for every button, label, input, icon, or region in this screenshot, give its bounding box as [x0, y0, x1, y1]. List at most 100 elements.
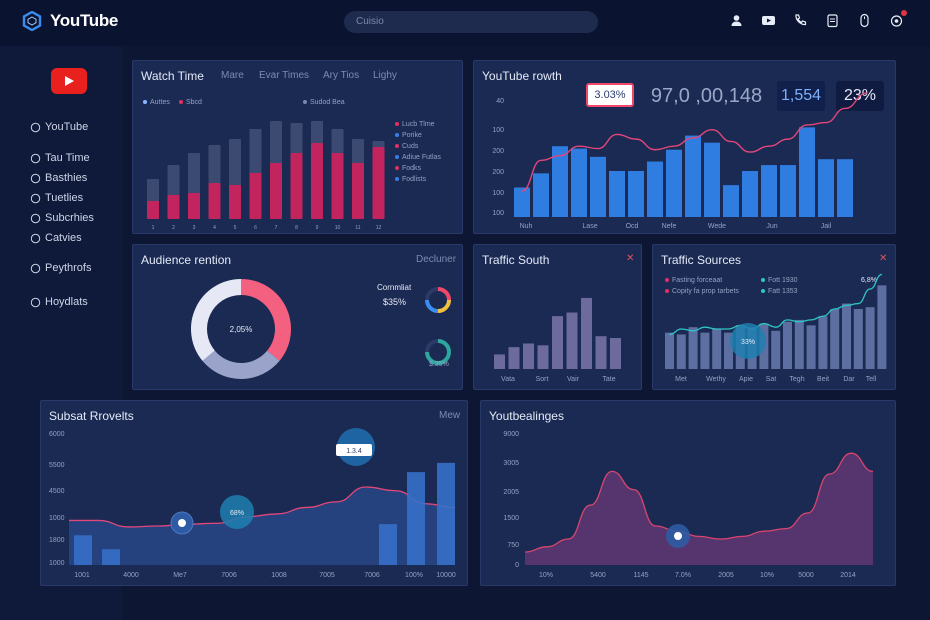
subset-panel: Subsat Rrovelts Mew 68% 1.3.4 6000 5500 4500… [40, 400, 468, 586]
x-tick-label: 7006 [364, 572, 380, 579]
legend-item: Copity fa prop tarbets [665, 288, 739, 295]
top-icon-group [729, 10, 907, 28]
sidebar-item[interactable]: Hoydlats [30, 296, 88, 308]
growth-bar [552, 146, 568, 217]
close-icon[interactable]: ✕ [879, 253, 888, 264]
sidebar-item[interactable]: YouTube [30, 121, 88, 133]
subset-chart: 68% 1.3.4 6000 5500 4500 1000 1800 1000 1001 4000… [49, 428, 456, 579]
highlight-bubble[interactable] [220, 495, 254, 529]
y-tick-label: 4500 [49, 488, 65, 495]
x-tick-label: Tate [602, 376, 615, 383]
phone-icon[interactable] [793, 13, 808, 28]
sidebar-item-label: Basthies [45, 172, 88, 184]
traffic-source-bar [794, 319, 804, 369]
tab-1[interactable]: Mare [221, 70, 244, 81]
legend-item: Sudod Bea [303, 99, 345, 106]
highlight-bubble[interactable] [730, 323, 766, 359]
app-title: YouTube [50, 11, 119, 30]
y-tick-label: 1000 [49, 515, 65, 522]
x-tick-label: Met [675, 376, 687, 383]
youtube-play-button[interactable] [51, 68, 87, 94]
x-tick-label: 5000 [798, 572, 814, 579]
y-tick-label: 100 [492, 127, 504, 134]
traffic-source-bar [665, 332, 674, 369]
traffic-source-line [669, 273, 883, 336]
x-tick-label: 10000 [436, 572, 456, 579]
sidebar-item[interactable]: Catvies [30, 232, 82, 244]
app-logo[interactable]: YouTube [22, 11, 118, 31]
x-tick-label: 5400 [590, 572, 606, 579]
y-tick-label: 200 [492, 148, 504, 155]
link-icon [30, 263, 41, 274]
sidebar-item[interactable]: Subcrhies [30, 212, 94, 224]
youtube-linges-panel: Youtbealinges 9000 3005 2005 1500 750 0 10% 540… [480, 400, 896, 586]
watch-time-bar [229, 185, 241, 219]
panel-tag[interactable]: Mew [439, 410, 461, 421]
watch-time-bar [147, 201, 159, 219]
bubble-label: 33% [741, 339, 755, 346]
growth-chart: 40 100 200 200 100 100 Nuh Lase Ocd Nefe Wede Jun Ja… [492, 92, 868, 230]
x-tick-label: 10% [760, 572, 774, 579]
x-tick-label: 6 [254, 225, 257, 231]
sidebar-item[interactable]: Tuetlies [30, 192, 83, 204]
x-tick-label: 8 [295, 225, 298, 231]
y-tick-label: 6000 [49, 431, 65, 438]
x-tick-label: 7 [275, 225, 278, 231]
growth-bar [514, 187, 530, 217]
subset-bar [407, 472, 425, 565]
clipboard-icon[interactable] [825, 13, 840, 28]
mouse-icon[interactable] [857, 13, 872, 28]
y-tick-label: 0 [515, 562, 519, 569]
conversion-value: $35% [383, 297, 407, 307]
highlight-stat[interactable]: 3.03% [586, 83, 634, 107]
sidebar-item[interactable]: Peythrofs [30, 262, 91, 274]
traffic-south-bar [494, 354, 505, 369]
panel-title: YouTube rowth [482, 69, 562, 83]
legend-item: Auttes [143, 99, 170, 106]
video-icon[interactable] [761, 13, 776, 28]
sidebar-item[interactable]: Basthies [30, 172, 87, 184]
mini-ring-icon [425, 339, 451, 365]
tab-3[interactable]: Ary Tios [323, 70, 360, 81]
watch-time-bar [311, 143, 323, 219]
panel-tag[interactable]: Decluner [416, 254, 457, 265]
legend-item: Fott 1930 [761, 277, 798, 284]
growth-bar [818, 159, 834, 217]
top-bar: YouTube Cuisio [0, 0, 930, 46]
traffic-source-bar [676, 334, 686, 369]
copy-icon [30, 173, 41, 184]
data-point-dot [178, 519, 186, 527]
tab-4[interactable]: Lighy [373, 70, 397, 81]
traffic-source-bar [688, 327, 698, 369]
tooltip-box [336, 444, 372, 456]
tab-2[interactable]: Evar Times [259, 70, 310, 81]
x-tick-label: Sort [536, 376, 549, 383]
traffic-sources-chart: 33% Met Wethy Apie Sat Tegh Beit Dar Tell [665, 273, 887, 383]
x-tick-label: 1145 [633, 572, 648, 579]
pencil-icon [30, 153, 41, 164]
search-input[interactable]: Cuisio [344, 11, 598, 33]
y-tick-label: 750 [507, 542, 519, 549]
x-tick-label: Nuh [520, 223, 533, 230]
x-tick-label: Wethy [706, 376, 726, 383]
youtube-linges-chart: 9000 3005 2005 1500 750 0 10% 5400 1145 7.0% 2005 1… [503, 431, 874, 579]
traffic-south-bar [537, 345, 549, 369]
notification-badge [901, 10, 907, 16]
traffic-south-bar [523, 343, 534, 369]
panel-title: Youtbealinges [489, 409, 564, 423]
x-tick-label: Apie [739, 376, 753, 383]
growth-panel: YouTube rowth 3.03% 97,0 ,00,148 1,554 2… [473, 60, 896, 234]
person-icon[interactable] [729, 13, 744, 28]
notification-icon[interactable] [889, 10, 907, 28]
mini-gauge-icon [425, 287, 451, 313]
subset-bar [74, 535, 92, 565]
growth-bar [742, 170, 758, 217]
traffic-south-panel: Traffic South ✕ Vata Sort Vair Tate [473, 244, 642, 390]
sidebar-item[interactable]: Tau Time [30, 152, 90, 164]
traffic-south-bar [610, 338, 621, 369]
watch-time-bar [290, 153, 303, 219]
close-icon[interactable]: ✕ [626, 253, 635, 264]
watch-time-bar [372, 147, 385, 219]
legend-item: Fodlists [395, 176, 426, 183]
x-tick-label: Lase [582, 223, 597, 230]
